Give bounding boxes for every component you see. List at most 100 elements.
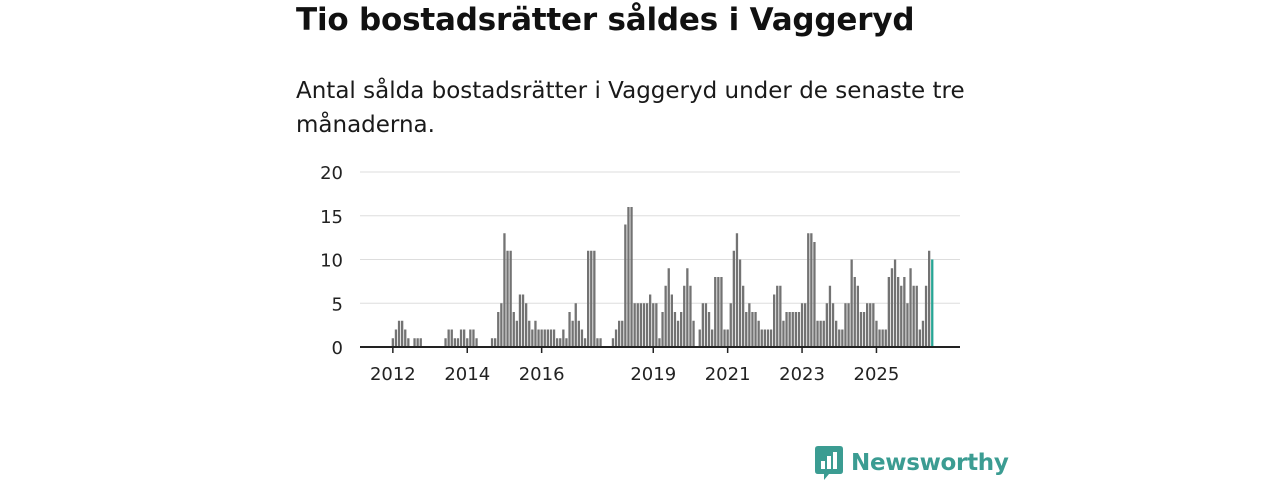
bar [636, 303, 639, 347]
x-tick-label: 2012 [370, 364, 416, 385]
bar [869, 303, 872, 347]
bar [686, 268, 689, 347]
bar [773, 294, 776, 347]
bar [568, 312, 571, 347]
bar [729, 303, 732, 347]
bar [763, 329, 766, 347]
bar [915, 285, 918, 347]
bar [503, 233, 506, 347]
bar [574, 303, 577, 347]
bar [862, 312, 866, 347]
bar [779, 285, 782, 347]
bar [540, 329, 543, 347]
bar [490, 338, 494, 347]
bar [580, 329, 584, 347]
x-tick-label: 2021 [705, 364, 751, 385]
bar [546, 329, 549, 347]
bar [714, 277, 717, 347]
bar [537, 329, 540, 347]
bar [680, 312, 683, 347]
y-tick-label: 10 [320, 251, 343, 272]
bar [512, 312, 515, 347]
bar [921, 320, 925, 347]
bar [587, 250, 590, 347]
bar [599, 338, 602, 347]
bar [627, 207, 630, 347]
bar [822, 320, 825, 347]
bar [469, 329, 472, 347]
bar [701, 303, 704, 347]
bar [800, 303, 804, 347]
bar [875, 320, 878, 347]
bar [593, 250, 596, 347]
bar [401, 320, 404, 347]
bar [723, 329, 726, 347]
bar [559, 338, 562, 347]
bar [543, 329, 546, 347]
bar [509, 250, 512, 347]
bar [618, 320, 621, 347]
y-tick-label: 0 [332, 338, 343, 359]
bar [825, 303, 828, 347]
bar [804, 303, 807, 347]
bar [831, 303, 835, 347]
bar [856, 285, 859, 347]
bar [673, 312, 677, 347]
bar [531, 329, 534, 347]
bar [791, 312, 794, 347]
bar [391, 338, 394, 347]
bar [534, 320, 537, 347]
gridlines [360, 171, 960, 304]
bar [515, 320, 518, 347]
bar [738, 259, 742, 347]
bar [878, 329, 881, 347]
bar [658, 338, 661, 347]
x-tick-label: 2014 [444, 364, 490, 385]
bar [596, 338, 599, 347]
bar [769, 329, 773, 347]
bar [766, 329, 770, 347]
bar [760, 329, 763, 347]
bar [844, 303, 847, 347]
bar [859, 312, 863, 347]
bar [788, 312, 791, 347]
x-axis-ticks: 2012 2014 2016 2019 2021 2023 2025 [370, 347, 899, 385]
bar [906, 303, 909, 347]
bar [816, 320, 819, 347]
bar [676, 320, 680, 347]
bar [828, 285, 832, 347]
data-labels: 10 [928, 0, 950, 5]
bar [456, 338, 460, 347]
bar [630, 207, 633, 347]
bar [397, 320, 401, 347]
bar [549, 329, 553, 347]
bar [707, 312, 711, 347]
bar [757, 320, 760, 347]
bar [552, 329, 556, 347]
bar [466, 338, 469, 347]
chart-subtitle: Antal sålda bostadsrätter i Vaggeryd und… [296, 78, 965, 138]
bar [494, 338, 497, 347]
bar [506, 250, 509, 347]
bar [912, 285, 915, 347]
bar [664, 285, 667, 347]
bar [447, 329, 450, 347]
bar [745, 312, 748, 347]
bar [776, 285, 779, 347]
bar [528, 320, 531, 347]
bar [782, 320, 785, 347]
bar [698, 329, 701, 347]
newsworthy-logo: Newsworthy [815, 446, 1009, 480]
bar [683, 285, 686, 347]
bar [751, 312, 754, 347]
bar [472, 329, 475, 347]
bar [866, 303, 869, 347]
bar [407, 338, 410, 347]
y-tick-label: 5 [332, 294, 343, 315]
bar [897, 277, 900, 347]
bar [794, 312, 797, 347]
bar [450, 329, 453, 347]
bar [909, 268, 912, 347]
bar [872, 303, 875, 347]
bar [887, 277, 890, 347]
